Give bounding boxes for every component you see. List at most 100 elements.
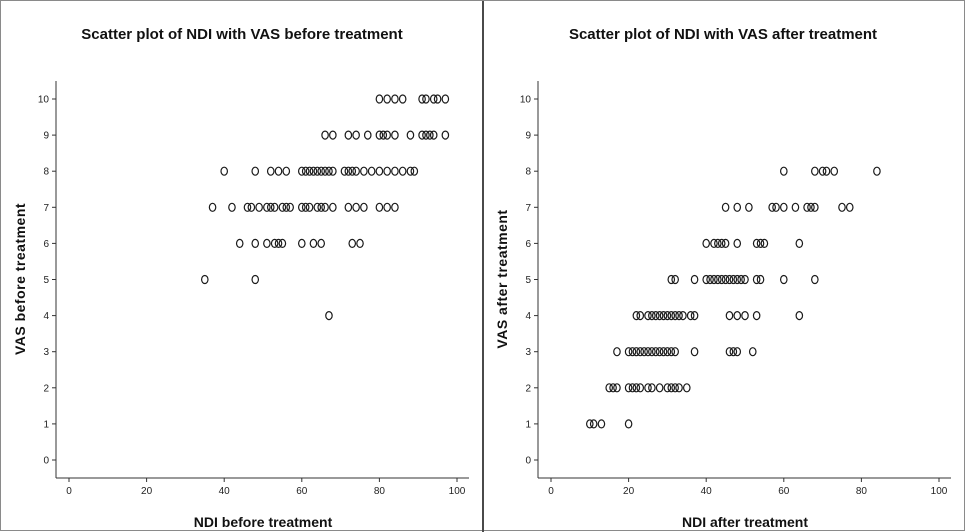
x-tick-label: 80 bbox=[856, 486, 868, 497]
x-tick-label: 20 bbox=[141, 486, 153, 497]
scatter-point bbox=[644, 347, 652, 357]
scatter-point bbox=[344, 166, 353, 176]
scatter-point bbox=[741, 274, 749, 285]
scatter-point bbox=[679, 311, 687, 321]
scatter-point bbox=[375, 94, 384, 104]
scatter-point bbox=[628, 347, 637, 357]
scatter-point bbox=[717, 238, 726, 248]
scatter-point bbox=[624, 383, 633, 393]
scatter-point bbox=[632, 311, 641, 321]
scatter-point bbox=[418, 130, 426, 140]
scatter-point bbox=[383, 94, 391, 104]
scatter-point bbox=[659, 347, 668, 357]
scatter-point bbox=[422, 94, 430, 104]
scatter-point bbox=[733, 238, 742, 248]
scatter-point bbox=[721, 274, 730, 285]
scatter-point bbox=[360, 202, 368, 212]
scatter-point bbox=[255, 202, 263, 212]
scatter-point bbox=[748, 347, 757, 357]
x-tick-label: 0 bbox=[66, 486, 72, 497]
scatter-point bbox=[667, 383, 676, 393]
scatter-point bbox=[313, 202, 322, 212]
scatter-point bbox=[644, 311, 652, 321]
scatter-point bbox=[811, 166, 819, 176]
scatter-point bbox=[632, 347, 641, 357]
y-tick-label: 0 bbox=[43, 456, 49, 467]
scatter-point bbox=[768, 202, 776, 212]
scatter-point bbox=[235, 238, 244, 248]
scatter-point bbox=[752, 274, 761, 285]
scatter-point bbox=[636, 311, 645, 321]
scatter-point bbox=[344, 130, 353, 140]
scatter-point bbox=[208, 202, 217, 212]
scatter-point bbox=[391, 166, 399, 176]
scatter-point bbox=[717, 274, 726, 285]
chart-title-after: Scatter plot of NDI with VAS after treat… bbox=[569, 26, 877, 43]
x-tick-label: 0 bbox=[548, 486, 554, 497]
scatter-point bbox=[683, 383, 691, 393]
y-tick-label: 5 bbox=[525, 275, 531, 286]
scatter-point bbox=[663, 347, 672, 357]
y-tick-label: 10 bbox=[520, 95, 532, 106]
scatter-point bbox=[795, 238, 804, 248]
scatter-point bbox=[714, 274, 722, 285]
scatter-point bbox=[811, 202, 819, 212]
scatter-point bbox=[624, 419, 633, 429]
scatter-point bbox=[251, 166, 260, 176]
scatter-point bbox=[636, 347, 645, 357]
scatter-point bbox=[398, 94, 407, 104]
scatter-point bbox=[410, 166, 419, 176]
scatter-point bbox=[733, 274, 742, 285]
scatter-point bbox=[325, 166, 333, 176]
scatter-point bbox=[733, 311, 742, 321]
scatter-chart-after: Scatter plot of NDI with VAS after treat… bbox=[494, 26, 951, 530]
scatter-point bbox=[648, 311, 656, 321]
scatter-point bbox=[675, 383, 683, 393]
y-tick-label: 8 bbox=[43, 167, 49, 178]
scatter-point bbox=[725, 274, 734, 285]
scatter-point bbox=[702, 238, 711, 248]
scatter-point bbox=[725, 347, 734, 357]
scatter-point bbox=[348, 238, 357, 248]
x-tick-label: 20 bbox=[623, 486, 635, 497]
scatter-point bbox=[613, 347, 621, 357]
scatter-point bbox=[807, 202, 815, 212]
y-tick-label: 6 bbox=[43, 239, 49, 250]
scatter-point bbox=[589, 419, 598, 429]
scatter-point bbox=[873, 166, 881, 176]
scatter-point bbox=[690, 347, 699, 357]
y-axis-label-before: VAS before treatment bbox=[12, 203, 28, 355]
scatter-point bbox=[363, 130, 372, 140]
scatter-point bbox=[286, 202, 294, 212]
scatter-point bbox=[710, 238, 718, 248]
scatter-point bbox=[667, 311, 676, 321]
scatter-point bbox=[305, 202, 314, 212]
scatter-point bbox=[729, 347, 738, 357]
scatter-point bbox=[282, 202, 291, 212]
y-tick-label: 2 bbox=[43, 383, 49, 394]
scatter-point bbox=[779, 202, 788, 212]
chart-panel-before: Scatter plot of NDI with VAS before trea… bbox=[1, 1, 483, 532]
scatter-point bbox=[329, 202, 337, 212]
scatter-point bbox=[756, 238, 765, 248]
scatter-point bbox=[317, 202, 326, 212]
scatter-point bbox=[429, 130, 438, 140]
scatter-point bbox=[721, 202, 730, 212]
scatter-point bbox=[671, 274, 679, 285]
scatter-point bbox=[671, 383, 679, 393]
y-tick-label: 7 bbox=[43, 203, 49, 214]
scatter-point bbox=[406, 130, 415, 140]
scatter-point bbox=[779, 274, 788, 285]
scatter-point bbox=[301, 166, 310, 176]
chart-panel-after: Scatter plot of NDI with VAS after treat… bbox=[483, 1, 965, 532]
scatter-point bbox=[278, 238, 287, 248]
y-tick-label: 2 bbox=[525, 383, 531, 394]
scatter-point bbox=[671, 347, 679, 357]
scatter-point bbox=[818, 166, 827, 176]
scatter-point bbox=[644, 383, 652, 393]
y-tick-label: 0 bbox=[525, 456, 531, 467]
scatter-point bbox=[648, 383, 656, 393]
scatter-point bbox=[752, 311, 761, 321]
scatter-point bbox=[391, 94, 399, 104]
